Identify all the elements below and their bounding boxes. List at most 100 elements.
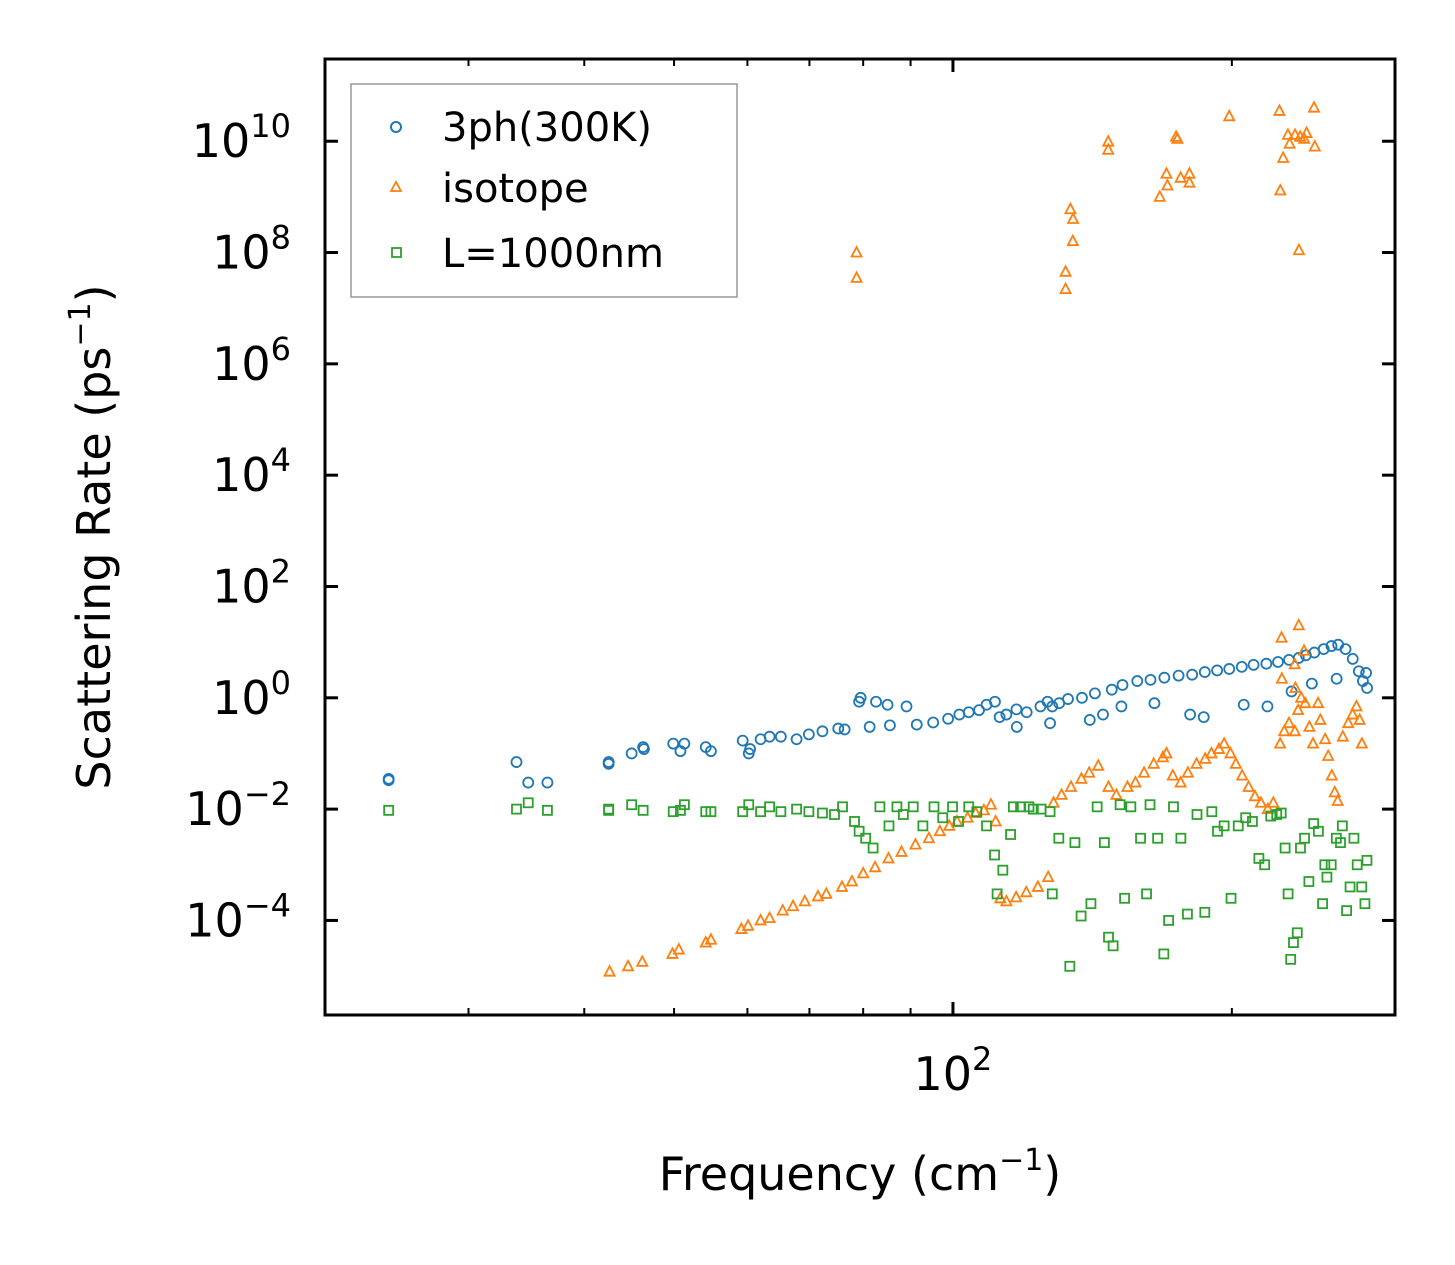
data-point bbox=[1062, 693, 1074, 705]
data-point bbox=[850, 245, 864, 258]
data-point bbox=[1009, 889, 1023, 903]
legend-marker-boundary bbox=[391, 247, 402, 258]
data-point bbox=[891, 801, 903, 813]
data-point bbox=[1166, 768, 1180, 781]
data-point bbox=[1223, 663, 1236, 675]
data-point bbox=[1076, 691, 1088, 704]
data-point bbox=[1261, 801, 1275, 815]
data-point bbox=[1170, 131, 1184, 144]
legend-label-isotope: isotope bbox=[442, 166, 589, 212]
data-point bbox=[1109, 787, 1123, 800]
data-point bbox=[1083, 714, 1096, 726]
data-point bbox=[1319, 859, 1331, 871]
data-point bbox=[1069, 837, 1081, 849]
legend: 3ph(300K) isotope L=1000nm bbox=[350, 83, 738, 298]
data-point bbox=[1044, 806, 1056, 818]
data-point bbox=[999, 893, 1013, 907]
data-point bbox=[741, 918, 755, 931]
data-point bbox=[1292, 652, 1305, 664]
data-point bbox=[1128, 775, 1142, 788]
data-marks bbox=[382, 100, 1373, 977]
y-axis-title-exponent: −1 bbox=[63, 302, 98, 346]
data-point bbox=[1276, 150, 1290, 163]
data-point bbox=[1199, 906, 1211, 918]
data-point bbox=[383, 804, 395, 816]
data-point bbox=[1044, 717, 1056, 730]
data-point bbox=[1125, 801, 1137, 813]
data-point bbox=[811, 888, 825, 902]
data-point bbox=[1313, 825, 1324, 837]
data-point bbox=[1292, 617, 1306, 631]
data-point bbox=[907, 801, 919, 813]
data-point bbox=[882, 851, 895, 864]
data-point bbox=[705, 745, 717, 758]
data-point bbox=[1135, 832, 1146, 844]
data-point bbox=[626, 799, 638, 811]
data-point bbox=[1144, 673, 1157, 686]
data-point bbox=[1098, 837, 1110, 849]
axis-ticks: 10−4 10−2 100 102 104 106 108 1010 102 bbox=[185, 59, 1396, 1101]
data-point bbox=[1330, 672, 1343, 685]
data-point bbox=[962, 706, 975, 719]
data-point bbox=[1225, 892, 1237, 904]
series-2 bbox=[383, 797, 1373, 972]
data-point bbox=[933, 823, 947, 837]
data-point bbox=[1341, 715, 1355, 729]
data-point bbox=[953, 708, 966, 721]
data-point bbox=[991, 888, 1003, 900]
data-point bbox=[1336, 820, 1348, 832]
data-point bbox=[637, 804, 649, 816]
data-point bbox=[1005, 829, 1016, 840]
y-tick-label: 108 bbox=[212, 219, 291, 280]
data-point bbox=[1105, 683, 1118, 696]
data-point bbox=[1336, 729, 1350, 742]
data-point bbox=[1302, 719, 1316, 732]
y-tick-label: 106 bbox=[212, 330, 291, 391]
data-point bbox=[1272, 656, 1284, 668]
data-point bbox=[1172, 669, 1185, 682]
data-point bbox=[1059, 281, 1073, 295]
data-point bbox=[1305, 677, 1318, 690]
x-axis-title-close: ) bbox=[1043, 1147, 1061, 1201]
data-point bbox=[1311, 695, 1325, 709]
data-point bbox=[1147, 756, 1161, 769]
data-point bbox=[1158, 671, 1171, 684]
data-point bbox=[1275, 671, 1289, 684]
x-axis-title: Frequency (cm−1) bbox=[659, 1143, 1062, 1201]
data-point bbox=[522, 797, 534, 809]
data-point bbox=[1152, 832, 1164, 844]
data-point bbox=[1103, 931, 1114, 943]
data-point bbox=[1020, 706, 1033, 719]
data-point bbox=[1159, 166, 1173, 179]
data-point bbox=[1153, 189, 1167, 202]
data-point bbox=[1232, 820, 1244, 832]
data-point bbox=[1163, 915, 1174, 926]
data-point bbox=[1217, 736, 1231, 749]
data-point bbox=[1064, 960, 1076, 972]
y-tick-label: 100 bbox=[212, 664, 291, 725]
data-point bbox=[881, 698, 894, 711]
data-point bbox=[867, 842, 879, 854]
data-point bbox=[511, 803, 522, 815]
data-point bbox=[775, 806, 787, 818]
x-tick-label: 102 bbox=[914, 1040, 993, 1101]
data-point bbox=[1317, 898, 1329, 910]
data-point bbox=[1148, 697, 1161, 710]
data-point bbox=[803, 806, 815, 818]
data-point bbox=[1019, 884, 1033, 898]
data-point bbox=[1288, 937, 1299, 948]
data-point bbox=[1335, 837, 1346, 849]
data-point bbox=[860, 832, 872, 844]
data-point bbox=[1075, 910, 1087, 922]
data-point bbox=[1325, 768, 1339, 781]
data-point bbox=[1218, 820, 1230, 832]
y-tick-label: 102 bbox=[212, 552, 291, 613]
data-point bbox=[755, 806, 767, 818]
data-point bbox=[928, 801, 940, 813]
data-point bbox=[1292, 242, 1306, 256]
y-tick-label: 10−4 bbox=[185, 886, 291, 947]
data-point bbox=[1041, 869, 1055, 883]
data-point bbox=[1273, 183, 1287, 196]
data-point bbox=[1010, 703, 1023, 716]
data-point bbox=[1346, 652, 1359, 665]
